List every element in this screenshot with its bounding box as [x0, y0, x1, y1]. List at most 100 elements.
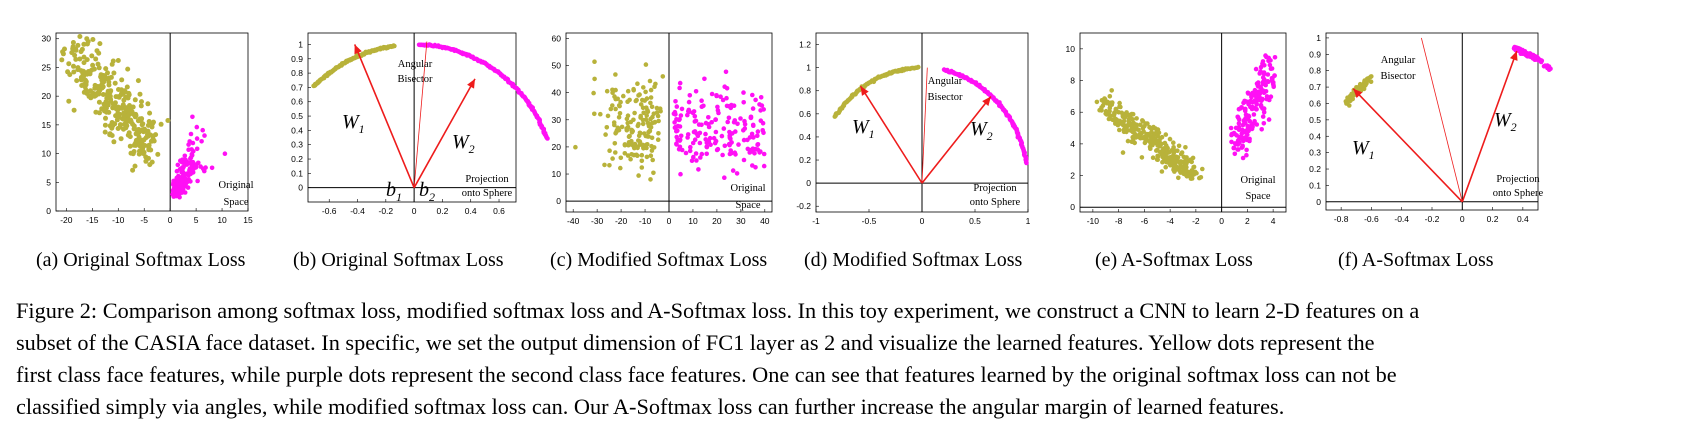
class1-point: [139, 99, 144, 105]
class2-point: [194, 136, 200, 141]
class2-point: [730, 168, 736, 173]
y-tick-label: 1: [298, 39, 303, 49]
class2-point: [177, 194, 182, 200]
class1-point: [1171, 165, 1177, 171]
x-tick-label: -0.4: [1394, 214, 1409, 224]
x-tick-label: 0: [1460, 214, 1465, 224]
class2-point: [683, 150, 689, 156]
class2-point: [1235, 147, 1240, 152]
y-tick-label: 30: [552, 115, 562, 125]
class2-point: [677, 144, 683, 150]
class1-point: [615, 96, 620, 102]
class1-point: [644, 113, 649, 118]
class1-point: [627, 97, 632, 103]
class1-point: [1176, 175, 1181, 181]
class1-point: [604, 88, 610, 94]
class1-point: [109, 61, 115, 67]
class2-point: [222, 151, 228, 156]
x-tick-label: -20: [615, 216, 628, 226]
class1-point: [649, 148, 655, 153]
class2-point: [1232, 131, 1238, 137]
class1-point: [613, 72, 618, 77]
class1-point: [112, 80, 118, 86]
class1-point: [89, 94, 95, 100]
class2-point: [685, 135, 690, 140]
annotation-angular: Angular: [1381, 55, 1416, 66]
class1-point: [1189, 174, 1194, 179]
class2-point: [677, 138, 683, 143]
class1-point: [141, 149, 147, 155]
class1-point: [592, 59, 597, 64]
x-tick-label: -20: [60, 215, 73, 225]
class1-point: [149, 124, 155, 130]
panel-f-scatter: -0.8 -0.6 -0.4 -0.2 0 0.2 0.4 0 0.1 0.2 0.3 0.4 0.5 0…: [1309, 32, 1553, 224]
class1-point: [1350, 96, 1355, 102]
class1-point: [151, 138, 157, 144]
x-tick-label: 10: [688, 216, 698, 226]
class2-point: [673, 99, 678, 104]
class2-point: [1247, 118, 1253, 124]
class1-point: [71, 69, 77, 75]
figure: -20 -15 -10 -5 0 5 10 15 0 5 10 15 20 25 30 Original Spa…: [36, 32, 1553, 271]
y-tick-label: 0.9: [291, 54, 303, 64]
class2-point: [1239, 131, 1245, 136]
class1-point: [635, 81, 640, 86]
class1-point: [637, 92, 642, 97]
class1-point: [592, 111, 597, 117]
class2-point: [761, 130, 766, 136]
class1-point: [127, 143, 133, 149]
class1-point: [651, 111, 657, 116]
figure-caption: Figure 2: Comparison among softmax loss,…: [16, 295, 1676, 423]
class1-point: [311, 83, 316, 89]
class1-point: [647, 78, 653, 84]
class1-point: [1182, 163, 1187, 168]
class2-point: [1264, 54, 1269, 60]
class1-point: [1136, 127, 1141, 133]
class1-point: [625, 88, 631, 94]
class1-point: [67, 72, 73, 78]
class2-point: [726, 115, 732, 121]
class2-point: [721, 126, 727, 131]
class2-point: [1241, 118, 1247, 124]
class1-point: [78, 49, 84, 55]
w2-arrowhead: [467, 78, 475, 89]
class2-point: [189, 147, 194, 152]
angular-bisector-line: [413, 41, 428, 188]
class1-point: [1200, 166, 1205, 172]
class1-point: [636, 173, 641, 178]
class1-point: [1103, 111, 1108, 116]
w1-arrowhead: [354, 44, 362, 55]
class1-point: [645, 120, 651, 125]
class2-point: [1247, 136, 1252, 142]
class1-point: [83, 79, 89, 85]
class2-point: [753, 165, 758, 170]
class2-point: [758, 95, 764, 100]
class1-point: [610, 156, 615, 161]
x-tick-label: -8: [1115, 216, 1123, 226]
class2-point: [1264, 94, 1270, 99]
class2-point: [692, 114, 698, 119]
x-tick-label: 10: [217, 215, 227, 225]
class2-point: [1254, 102, 1259, 107]
class1-point: [113, 94, 119, 100]
class1-point: [656, 118, 661, 124]
class1-point: [104, 100, 110, 106]
annotation-space: Space: [735, 200, 760, 211]
w1-vector: [353, 44, 415, 188]
class2-point: [1533, 55, 1538, 61]
class1-point: [639, 152, 645, 158]
class2-point: [675, 123, 681, 129]
class2-point: [678, 133, 684, 139]
x-tick-label: -10: [112, 215, 125, 225]
class2-point: [183, 157, 188, 163]
angular-bisector-line: [921, 67, 928, 184]
x-tick-label: -2: [1192, 216, 1200, 226]
x-tick-label: -0.2: [1425, 214, 1440, 224]
class1-point: [1145, 121, 1150, 126]
class1-point: [631, 117, 636, 123]
class2-point: [1266, 117, 1272, 122]
class2-point: [692, 129, 698, 134]
y-tick-label: 0.8: [291, 68, 303, 78]
class1-point: [122, 88, 128, 94]
class1-point: [101, 75, 106, 81]
